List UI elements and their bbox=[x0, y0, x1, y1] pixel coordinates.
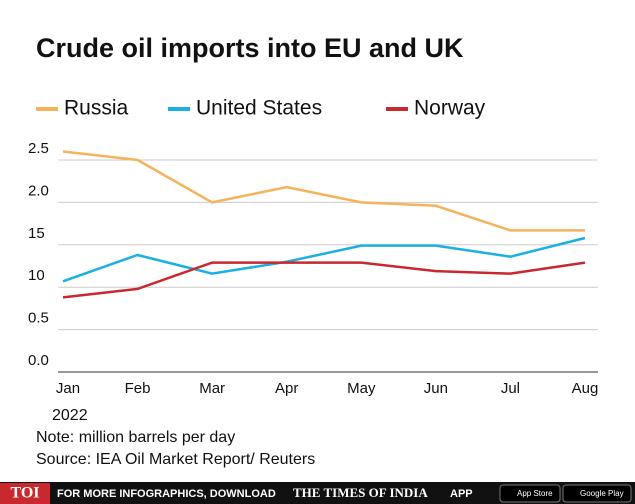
y-tick-label: 2.5 bbox=[28, 140, 49, 157]
legend-label: Norway bbox=[414, 97, 486, 120]
x-tick-label: Aug bbox=[572, 380, 599, 397]
y-tick-label: 0.0 bbox=[28, 352, 49, 369]
series-line bbox=[62, 236, 586, 283]
footer-brand: TOI bbox=[10, 485, 39, 502]
x-tick-label: Jun bbox=[424, 380, 448, 397]
source: Source: IEA Oil Market Report/ Reuters bbox=[36, 451, 315, 468]
google-play-text[interactable]: Google Play bbox=[580, 489, 624, 498]
x-axis-label: 2022 bbox=[52, 407, 88, 424]
legend-label: United States bbox=[196, 97, 322, 120]
google-play-badge[interactable] bbox=[562, 484, 632, 503]
y-tick-label: 10 bbox=[28, 267, 45, 284]
x-tick-label: May bbox=[347, 380, 376, 397]
app-store-badge[interactable] bbox=[499, 484, 561, 503]
series-line bbox=[62, 150, 585, 232]
footer-app: APP bbox=[450, 488, 473, 500]
chart-title: Crude oil imports into EU and UK bbox=[36, 33, 464, 63]
note: Note: million barrels per day bbox=[36, 429, 235, 446]
app-store-text[interactable]: App Store bbox=[517, 489, 553, 498]
y-tick-label: 15 bbox=[28, 225, 45, 242]
y-tick-label: 2.0 bbox=[28, 182, 49, 199]
legend-label: Russia bbox=[64, 97, 129, 120]
footer-logo-bg bbox=[0, 483, 50, 504]
y-tick-label: 0.5 bbox=[28, 310, 49, 327]
footer-text: FOR MORE INFOGRAPHICS, DOWNLOAD bbox=[57, 488, 276, 500]
x-tick-label: Apr bbox=[275, 380, 298, 397]
footer-paper: THE TIMES OF INDIA bbox=[293, 485, 428, 500]
series-line bbox=[62, 261, 586, 299]
footer-bar bbox=[0, 482, 635, 504]
x-tick-label: Jan bbox=[56, 380, 80, 397]
x-tick-label: Mar bbox=[199, 380, 225, 397]
x-tick-label: Jul bbox=[501, 380, 520, 397]
x-tick-label: Feb bbox=[125, 380, 151, 397]
